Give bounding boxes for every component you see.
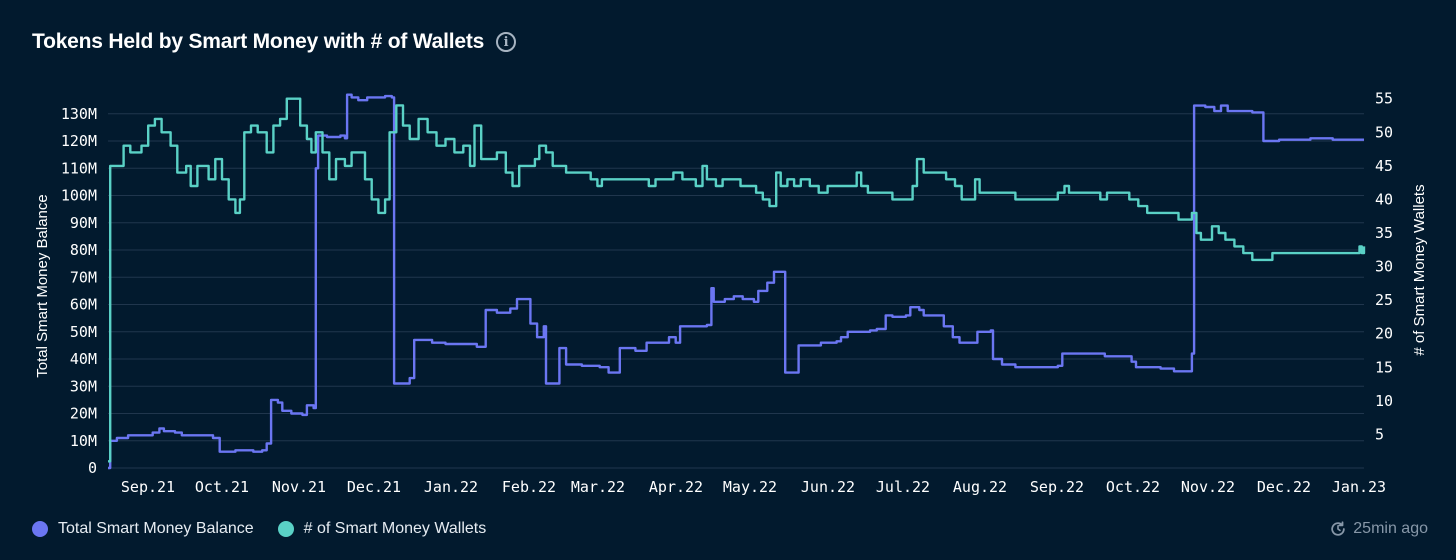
x-tick-label: Nov.21 (272, 478, 326, 496)
x-axis-ticks: Sep.21 Oct.21 Nov.21 Dec.21 Jan.22 Feb.22 Mar.… (121, 478, 1386, 496)
right-tick-label: 55 (1375, 90, 1393, 108)
left-tick-label: 100M (61, 187, 97, 205)
right-tick-label: 35 (1375, 224, 1393, 242)
x-tick-label: Sep.22 (1030, 478, 1084, 496)
x-tick-label: Apr.22 (649, 478, 703, 496)
series-lines (108, 93, 1366, 470)
last-updated: 25min ago (1329, 520, 1428, 538)
legend-item-balance[interactable]: Total Smart Money Balance (32, 520, 254, 538)
chart-title: Tokens Held by Smart Money with # of Wal… (32, 30, 485, 53)
updated-text: 25min ago (1353, 520, 1428, 537)
x-tick-label: Dec.22 (1257, 478, 1311, 496)
chart-canvas: 0 10M 20M 30M 40M 50M 60M 70M 80M 90M 100M 110M 120M… (34, 90, 1428, 496)
legend-dot-balance (32, 521, 48, 537)
x-tick-label: Sep.21 (121, 478, 175, 496)
x-tick-label: Dec.21 (347, 478, 401, 496)
chart-legend: Total Smart Money Balance # of Smart Mon… (32, 520, 486, 538)
left-tick-label: 120M (61, 132, 97, 150)
left-tick-label: 60M (70, 296, 97, 314)
left-axis-ticks: 0 10M 20M 30M 40M 50M 60M 70M 80M 90M 100M 110M 120M… (61, 105, 97, 477)
refresh-clock-icon[interactable] (1329, 520, 1347, 538)
left-tick-label: 70M (70, 268, 97, 286)
left-tick-label: 30M (70, 377, 97, 395)
x-tick-label: Jun.22 (801, 478, 855, 496)
left-tick-label: 110M (61, 159, 97, 177)
left-tick-label: 80M (70, 241, 97, 259)
left-tick-label: 20M (70, 405, 97, 423)
right-axis-label: # of Smart Money Wallets (1411, 184, 1428, 355)
right-tick-label: 30 (1375, 258, 1393, 276)
series-line-balance[interactable] (108, 93, 1364, 470)
right-tick-label: 20 (1375, 325, 1393, 343)
right-tick-label: 40 (1375, 190, 1393, 208)
x-tick-label: Nov.22 (1181, 478, 1235, 496)
right-tick-label: 50 (1375, 123, 1393, 141)
x-tick-label: Oct.22 (1106, 478, 1160, 496)
x-tick-label: Feb.22 (502, 478, 556, 496)
legend-dot-wallets (277, 521, 294, 537)
info-icon[interactable]: i (496, 32, 517, 52)
grid-lines (108, 113, 1364, 469)
right-tick-label: 45 (1375, 157, 1393, 175)
right-axis-ticks: 5 10 15 20 25 30 35 40 45 50 55 (1375, 90, 1393, 444)
x-tick-label: Mar.22 (571, 478, 625, 496)
left-tick-label: 10M (70, 432, 97, 450)
legend-item-wallets[interactable]: # of Smart Money Wallets (277, 520, 487, 538)
chart-header: Tokens Held by Smart Money with # of Wal… (32, 30, 517, 54)
left-tick-label: 40M (70, 350, 97, 368)
left-tick-label: 0 (88, 459, 97, 477)
x-tick-label: May.22 (723, 478, 777, 496)
right-tick-label: 10 (1375, 392, 1393, 410)
legend-label-wallets: # of Smart Money Wallets (303, 520, 487, 537)
legend-label-balance: Total Smart Money Balance (58, 520, 254, 537)
x-tick-label: Jan.23 (1332, 478, 1386, 496)
x-tick-label: Jul.22 (876, 478, 930, 496)
right-tick-label: 25 (1375, 291, 1393, 309)
right-tick-label: 5 (1375, 425, 1384, 443)
right-tick-label: 15 (1375, 358, 1393, 376)
left-tick-label: 130M (61, 105, 97, 123)
x-tick-label: Jan.22 (424, 478, 478, 496)
x-tick-label: Aug.22 (953, 478, 1007, 496)
x-tick-label: Oct.21 (195, 478, 249, 496)
left-axis-label: Total Smart Money Balance (34, 194, 51, 377)
series-line-wallets[interactable] (108, 97, 1366, 463)
left-tick-label: 50M (70, 323, 97, 341)
left-tick-label: 90M (70, 214, 97, 232)
